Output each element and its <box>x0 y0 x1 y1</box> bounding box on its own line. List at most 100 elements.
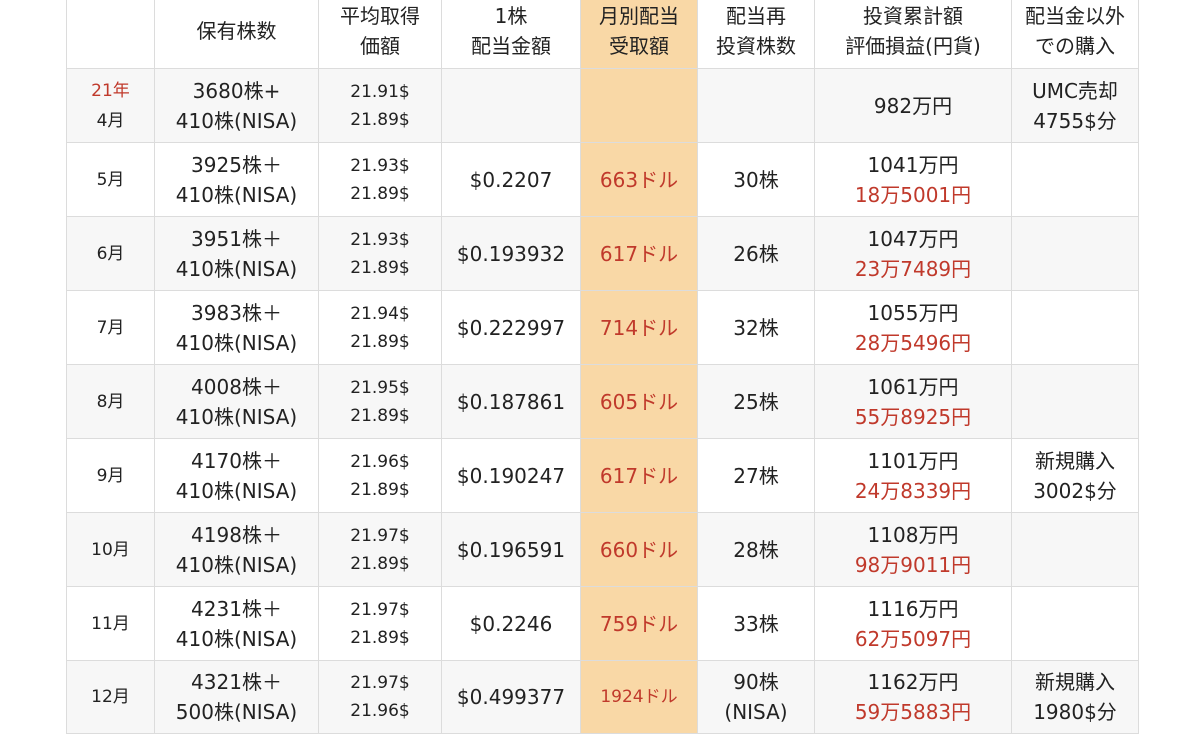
shares-cell: 3680株+ 410株(NISA) <box>154 68 319 143</box>
table-row: 6月 3951株＋ 410株(NISA) 21.93$ 21.89$ $0.193932 6… <box>66 216 1139 291</box>
avg-price-cell: 21.94$ 21.89$ <box>318 290 442 365</box>
invest-total-value: 982万円 <box>873 93 953 118</box>
avg-price-line: 21.89$ <box>350 257 410 278</box>
reinvest-shares-cell: 90株 (NISA) <box>697 660 815 734</box>
avg-price-line: 21.93$ <box>350 229 410 250</box>
shares-line: 3680株+ <box>192 78 281 103</box>
reinvest-shares-line: (NISA) <box>724 700 788 724</box>
reinvest-shares-cell: 30株 <box>697 142 815 217</box>
month-label: 8月 <box>96 391 125 412</box>
dividend-per-share-cell: $0.193932 <box>441 216 581 291</box>
reinvest-shares-line: 27株 <box>733 463 779 488</box>
other-purchase-line: 1980$分 <box>1033 700 1117 724</box>
invest-total-cell: 1108万円 98万9011円 <box>814 512 1012 587</box>
gain-value: 28万5496円 <box>854 330 972 355</box>
invest-total-value: 1162万円 <box>867 670 959 694</box>
gain-value: 24万8339円 <box>854 478 972 503</box>
reinvest-shares-line: 90株 <box>733 670 779 694</box>
monthly-dividend-cell: 605ドル <box>580 364 698 439</box>
shares-line: 410株(NISA) <box>175 330 298 355</box>
invest-total-cell: 982万円 <box>814 68 1012 143</box>
invest-total-value: 1101万円 <box>867 448 959 473</box>
avg-price-cell: 21.93$ 21.89$ <box>318 142 442 217</box>
header-monthly-dividend: 月別配当 受取額 <box>580 0 698 69</box>
header-reinvest-shares-line: 配当再 <box>726 3 786 28</box>
shares-cell: 3983株＋ 410株(NISA) <box>154 290 319 365</box>
reinvest-shares-line: 26株 <box>733 241 779 266</box>
shares-line: 410株(NISA) <box>175 552 298 577</box>
shares-line: 4008株＋ <box>191 374 282 399</box>
monthly-dividend-value: 617ドル <box>599 463 679 488</box>
monthly-dividend-cell: 759ドル <box>580 586 698 661</box>
month-cell: 5月 <box>66 142 155 217</box>
avg-price-line: 21.91$ <box>350 81 410 102</box>
shares-line: 4198株＋ <box>191 522 282 547</box>
dividend-per-share-cell: $0.499377 <box>441 660 581 734</box>
table-row: 7月 3983株＋ 410株(NISA) 21.94$ 21.89$ $0.222997 7… <box>66 290 1139 365</box>
dividend-per-share-value: $0.196591 <box>456 537 566 562</box>
invest-total-value: 1116万円 <box>867 596 959 621</box>
reinvest-shares-cell: 32株 <box>697 290 815 365</box>
invest-total-cell: 1116万円 62万5097円 <box>814 586 1012 661</box>
dividend-per-share-value: $0.2207 <box>469 167 553 192</box>
shares-cell: 4198株＋ 410株(NISA) <box>154 512 319 587</box>
shares-line: 500株(NISA) <box>175 700 298 724</box>
dividend-per-share-cell: $0.2207 <box>441 142 581 217</box>
avg-price-cell: 21.97$ 21.89$ <box>318 586 442 661</box>
shares-line: 4170株＋ <box>191 448 282 473</box>
monthly-dividend-value: 605ドル <box>599 389 679 414</box>
avg-price-line: 21.89$ <box>350 109 410 130</box>
dividend-table: 保有株数 平均取得 価額 1株 配当金額 月別配当 受取額 配当再 投資株数 投資累計額 評価損益(… <box>66 0 1139 734</box>
monthly-dividend-cell: 617ドル <box>580 216 698 291</box>
shares-cell: 4008株＋ 410株(NISA) <box>154 364 319 439</box>
reinvest-shares-cell: 25株 <box>697 364 815 439</box>
month-label: 4月 <box>96 110 125 131</box>
shares-cell: 4170株＋ 410株(NISA) <box>154 438 319 513</box>
monthly-dividend-cell: 660ドル <box>580 512 698 587</box>
gain-value: 62万5097円 <box>854 626 972 651</box>
reinvest-shares-cell: 27株 <box>697 438 815 513</box>
reinvest-shares-cell: 28株 <box>697 512 815 587</box>
month-label: 7月 <box>96 317 125 338</box>
other-purchase-cell <box>1011 512 1139 587</box>
shares-line: 410株(NISA) <box>175 108 298 133</box>
avg-price-cell: 21.97$ 21.96$ <box>318 660 442 734</box>
header-invest-total: 投資累計額 評価損益(円貨) <box>814 0 1012 69</box>
header-avg-price-line: 平均取得 <box>340 3 420 28</box>
avg-price-cell: 21.96$ 21.89$ <box>318 438 442 513</box>
shares-line: 410株(NISA) <box>175 626 298 651</box>
header-dividend-per-share-line: 配当金額 <box>471 33 551 58</box>
invest-total-cell: 1055万円 28万5496円 <box>814 290 1012 365</box>
table-row: 10月 4198株＋ 410株(NISA) 21.97$ 21.89$ $0.196591… <box>66 512 1139 587</box>
monthly-dividend-value: 759ドル <box>599 611 679 636</box>
month-cell: 11月 <box>66 586 155 661</box>
dividend-per-share-cell: $0.222997 <box>441 290 581 365</box>
table-row: 11月 4231株＋ 410株(NISA) 21.97$ 21.89$ $0.2246 75… <box>66 586 1139 661</box>
dividend-per-share-value: $0.190247 <box>456 463 566 488</box>
avg-price-line: 21.89$ <box>350 479 410 500</box>
other-purchase-cell: UMC売却 4755$分 <box>1011 68 1139 143</box>
other-purchase-line: 新規購入 <box>1035 670 1115 694</box>
header-row: 保有株数 平均取得 価額 1株 配当金額 月別配当 受取額 配当再 投資株数 投資累計額 評価損益(… <box>66 0 1139 69</box>
avg-price-line: 21.97$ <box>350 525 410 546</box>
avg-price-line: 21.97$ <box>350 599 410 620</box>
header-monthly-dividend-line: 月別配当 <box>599 3 679 28</box>
monthly-dividend-cell: 714ドル <box>580 290 698 365</box>
monthly-dividend-value: 617ドル <box>599 241 679 266</box>
other-purchase-line: 4755$分 <box>1033 108 1117 133</box>
monthly-dividend-value: 663ドル <box>599 167 679 192</box>
other-purchase-cell: 新規購入 1980$分 <box>1011 660 1139 734</box>
header-avg-price-line: 価額 <box>360 33 400 58</box>
header-dividend-per-share-line: 1株 <box>494 3 528 28</box>
dividend-per-share-cell: $0.187861 <box>441 364 581 439</box>
table-row: 5月 3925株＋ 410株(NISA) 21.93$ 21.89$ $0.2207 663… <box>66 142 1139 217</box>
reinvest-shares-cell: 33株 <box>697 586 815 661</box>
other-purchase-line: 3002$分 <box>1033 478 1117 503</box>
month-cell: 10月 <box>66 512 155 587</box>
avg-price-line: 21.89$ <box>350 553 410 574</box>
shares-line: 4231株＋ <box>191 596 282 621</box>
monthly-dividend-value: 660ドル <box>599 537 679 562</box>
avg-price-cell: 21.95$ 21.89$ <box>318 364 442 439</box>
dividend-per-share-value: $0.499377 <box>456 685 566 709</box>
month-label: 11月 <box>91 613 130 634</box>
